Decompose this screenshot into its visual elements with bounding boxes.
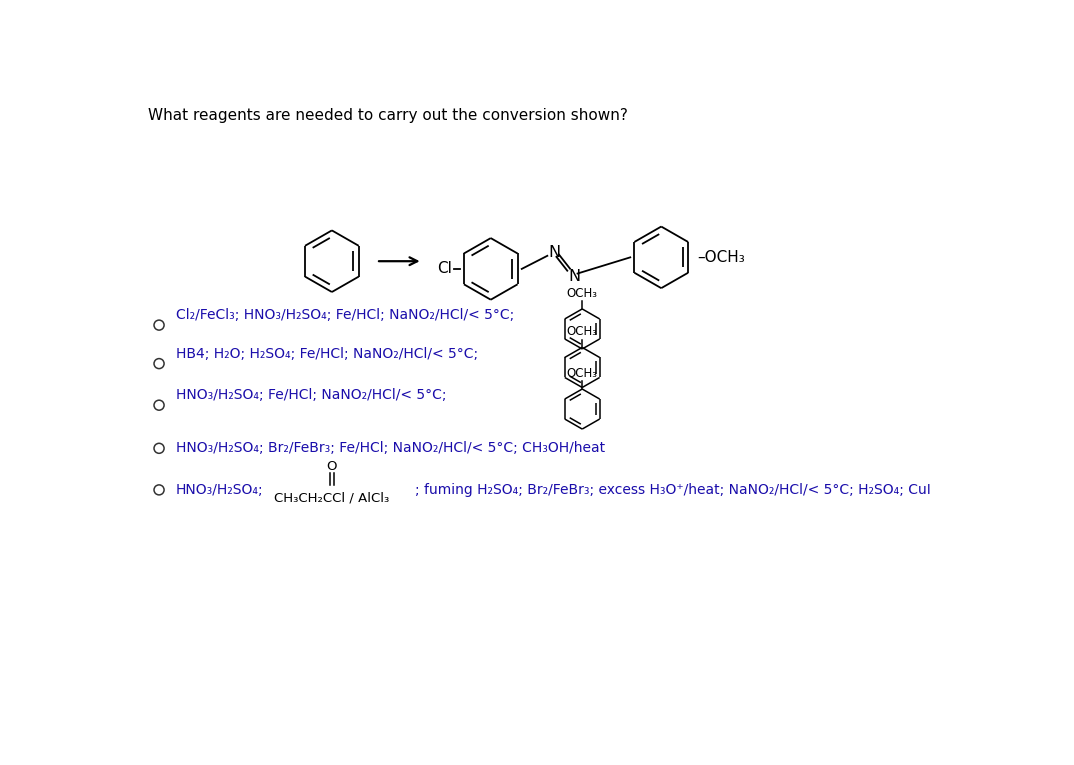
Text: Cl₂/FeCl₃; HNO₃/H₂SO₄; Fe/HCl; NaNO₂/HCl/< 5°C;: Cl₂/FeCl₃; HNO₃/H₂SO₄; Fe/HCl; NaNO₂/HCl… [176, 308, 514, 322]
Text: What reagents are needed to carry out the conversion shown?: What reagents are needed to carry out th… [148, 108, 628, 123]
Text: HNO₃/H₂SO₄; Br₂/FeBr₃; Fe/HCl; NaNO₂/HCl/< 5°C; CH₃OH/heat: HNO₃/H₂SO₄; Br₂/FeBr₃; Fe/HCl; NaNO₂/HCl… [176, 441, 606, 455]
Text: N: N [549, 246, 561, 260]
Text: HNO₃/H₂SO₄; Fe/HCl; NaNO₂/HCl/< 5°C;: HNO₃/H₂SO₄; Fe/HCl; NaNO₂/HCl/< 5°C; [176, 388, 447, 402]
Text: N: N [568, 269, 580, 284]
Text: HNO₃/H₂SO₄;: HNO₃/H₂SO₄; [176, 483, 264, 497]
Text: HB4; H₂O; H₂SO₄; Fe/HCl; NaNO₂/HCl/< 5°C;: HB4; H₂O; H₂SO₄; Fe/HCl; NaNO₂/HCl/< 5°C… [176, 347, 478, 360]
Text: ; fuming H₂SO₄; Br₂/FeBr₃; excess H₃O⁺/heat; NaNO₂/HCl/< 5°C; H₂SO₄; CuI: ; fuming H₂SO₄; Br₂/FeBr₃; excess H₃O⁺/h… [415, 483, 930, 497]
Text: Cl: Cl [437, 262, 452, 276]
Text: CH₃CH₂CCl / AlCl₃: CH₃CH₂CCl / AlCl₃ [274, 491, 390, 504]
Text: OCH₃: OCH₃ [567, 287, 598, 300]
Text: OCH₃: OCH₃ [567, 366, 598, 379]
Text: O: O [326, 460, 337, 473]
Text: –OCH₃: –OCH₃ [697, 250, 744, 265]
Text: OCH₃: OCH₃ [567, 325, 598, 338]
